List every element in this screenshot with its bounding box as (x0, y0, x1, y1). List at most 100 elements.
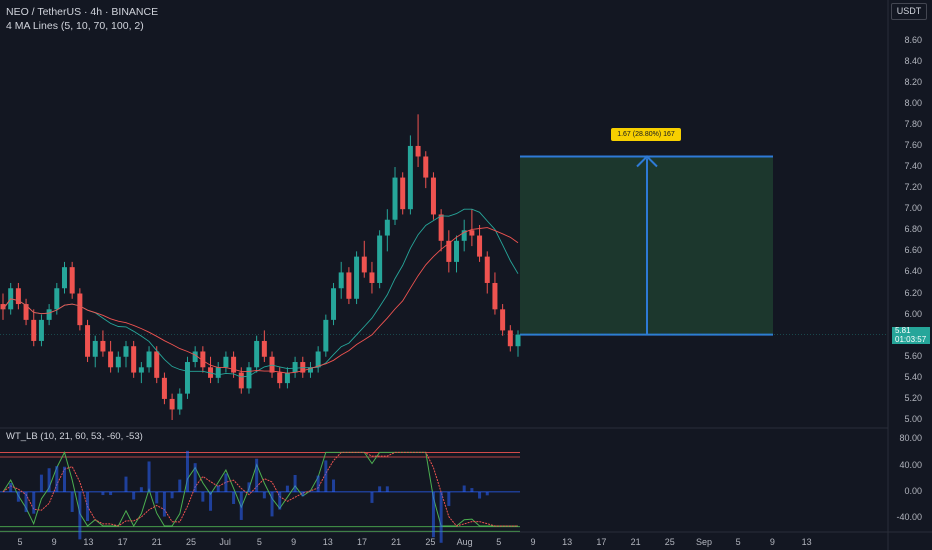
time-axis-tick: 9 (51, 537, 57, 547)
candle-body (61, 267, 67, 289)
price-axis-tick: 6.80 (904, 224, 922, 235)
time-axis-tick: 13 (801, 537, 812, 547)
oscillator-axis-tick: 40.00 (899, 459, 922, 470)
oscillator-axis-tick: -40.00 (896, 512, 922, 523)
time-axis-tick: Aug (456, 537, 473, 547)
candle-body (407, 145, 413, 210)
time-axis-tick: 25 (664, 537, 675, 547)
time-axis-tick: 5 (735, 537, 741, 547)
candle-body (123, 346, 129, 357)
candle-body (515, 334, 521, 347)
candle-body (69, 267, 75, 294)
candle-body (238, 372, 244, 389)
candle-body (15, 288, 21, 305)
ma-line-slow (2, 227, 519, 374)
candle-body (346, 272, 352, 299)
candle-body (492, 282, 498, 310)
candle-body (54, 288, 60, 310)
price-axis-tick: 5.00 (904, 414, 922, 424)
candle-body (292, 362, 298, 373)
time-axis-tick: 21 (630, 537, 641, 547)
candle-countdown: 01:03:57 (895, 334, 927, 344)
price-axis-tick: 8.40 (904, 55, 922, 66)
candle-body (277, 372, 283, 384)
candle-body (284, 372, 290, 384)
ma-indicator-legend[interactable]: 4 MA Lines (5, 10, 70, 100, 2) (6, 20, 144, 32)
candle-body (500, 309, 506, 331)
candle-body (215, 367, 221, 378)
time-axis-tick: 21 (391, 537, 402, 547)
candle-body (484, 256, 490, 283)
time-axis-tick: 25 (185, 537, 197, 547)
candle-body (184, 362, 190, 394)
candle-body (307, 367, 313, 373)
candle-body (415, 145, 421, 157)
time-axis-tick: Sep (695, 537, 713, 547)
candle-body (423, 156, 429, 178)
candle-body (77, 293, 83, 326)
symbol-title[interactable]: NEO / TetherUS · 4h · BINANCE (6, 6, 159, 18)
price-axis-tick: 7.60 (904, 139, 922, 150)
candle-body (169, 398, 175, 410)
candle-body (0, 304, 6, 310)
time-axis-tick: 9 (530, 537, 536, 547)
candle-body (400, 177, 406, 210)
price-axis-tick: 6.40 (904, 266, 922, 277)
time-axis-tick: 9 (291, 537, 297, 547)
candle-body (254, 340, 260, 368)
candle-body (261, 340, 267, 357)
time-axis-tick: 5 (17, 537, 23, 547)
candle-body (38, 319, 44, 341)
price-axis-tick: 8.00 (904, 97, 922, 108)
time-axis-tick: 9 (769, 537, 775, 547)
candle-body (338, 272, 344, 289)
candle-body (430, 177, 436, 215)
candle-body (323, 319, 329, 352)
price-axis-tick: 6.00 (904, 308, 922, 319)
time-axis-tick: 17 (117, 537, 128, 547)
candle-body (354, 256, 360, 299)
candle-body (392, 177, 398, 220)
candle-body (223, 356, 229, 368)
oscillator-wt1 (2, 451, 518, 528)
oscillator-axis-tick: 0.00 (904, 485, 922, 496)
candle-body (200, 351, 206, 368)
candle-body (369, 272, 375, 283)
candle-body (46, 309, 52, 320)
candle-body (131, 346, 137, 373)
currency-button[interactable]: USDT (891, 3, 927, 20)
candle-body (507, 330, 513, 347)
candle-body (177, 393, 183, 410)
price-axis-tick: 6.20 (904, 287, 922, 298)
current-price-tag: 5.81 01:03:57 (892, 326, 930, 344)
position-target-label[interactable]: 1.67 (28.80%) 167 (611, 128, 681, 141)
candle-body (115, 356, 121, 368)
price-axis-tick: 7.00 (904, 203, 922, 214)
candle-body (161, 377, 167, 399)
oscillator-legend[interactable]: WT_LB (10, 21, 60, 53, -60, -53) (6, 431, 143, 442)
price-axis-tick: 7.80 (904, 118, 922, 129)
price-axis-tick: 7.20 (904, 182, 922, 193)
candle-body (246, 367, 252, 389)
candle-body (31, 319, 37, 341)
price-axis-tick: 6.60 (904, 245, 922, 256)
time-axis-tick: 13 (83, 537, 94, 547)
candle-body (315, 351, 321, 368)
oscillator-axis-tick: 80.00 (899, 433, 922, 444)
candle-body (377, 235, 383, 283)
candle-body (192, 351, 198, 363)
time-axis-tick: 17 (596, 537, 607, 547)
candle-body (154, 351, 160, 378)
target-arrow-head (636, 155, 658, 168)
candle-body (23, 304, 29, 320)
candle-body (331, 288, 337, 320)
price-axis-tick: 7.40 (904, 161, 922, 172)
time-axis-tick: 17 (356, 537, 368, 547)
candle-body (469, 230, 475, 236)
time-axis-tick: 5 (496, 537, 502, 547)
current-price-value: 5.81 (895, 326, 911, 335)
candle-body (438, 214, 444, 241)
candle-body (446, 240, 452, 262)
time-axis-tick: 25 (425, 537, 436, 547)
